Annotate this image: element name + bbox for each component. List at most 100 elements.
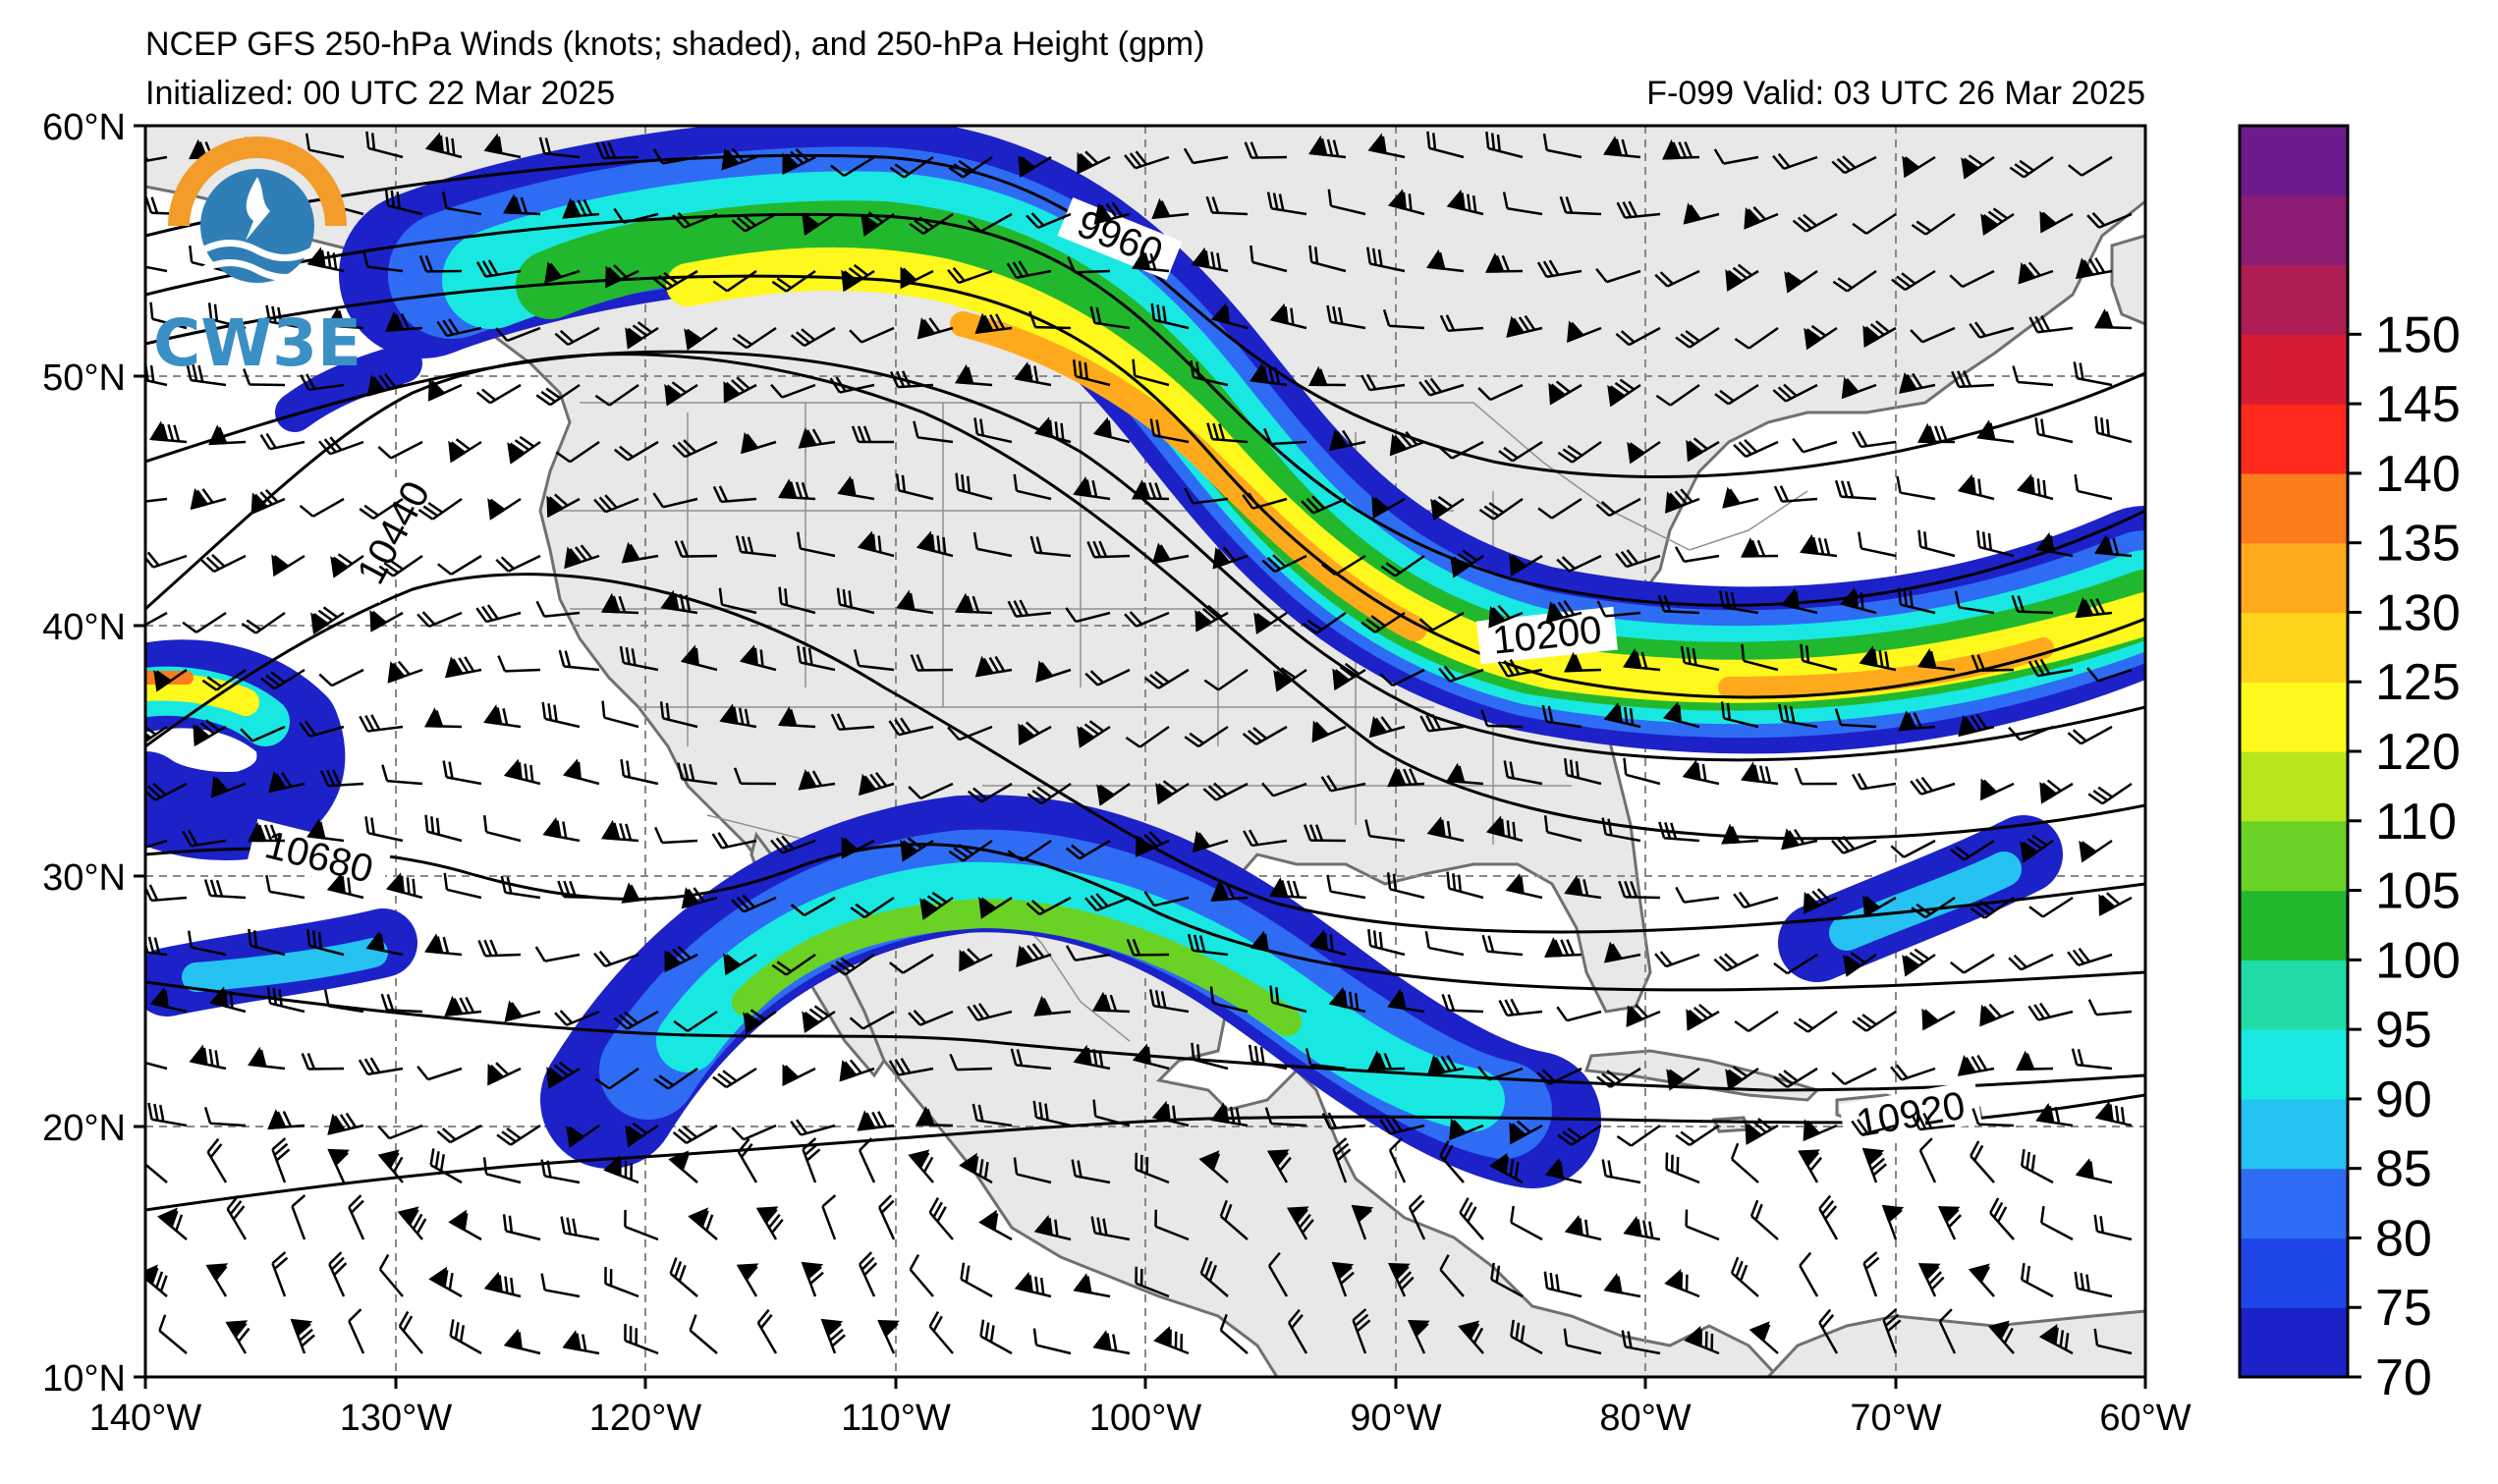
wind-barb [203, 879, 247, 900]
wind-barb [1148, 989, 1190, 1014]
wind-barb [1799, 1251, 1819, 1297]
wind-barb [546, 1061, 581, 1089]
wind-barb [190, 487, 227, 511]
wind-barb [1311, 720, 1347, 743]
wind-barb [541, 701, 581, 729]
wind-barb [888, 1058, 934, 1076]
wind-barb [1073, 476, 1111, 501]
wind-barb [1485, 815, 1524, 843]
wind-barb [2040, 1205, 2074, 1241]
wind-barb [1242, 725, 1288, 745]
wind-barb [1266, 1149, 1292, 1183]
wind-barb [482, 815, 522, 843]
wind-barb [1949, 269, 1995, 289]
wind-barb [1253, 611, 1288, 635]
wind-barb [895, 473, 934, 501]
wind-barb [1028, 310, 1072, 330]
wind-barb [677, 762, 718, 786]
wind-barb [978, 896, 1013, 919]
lat-label-40: 40°N [42, 607, 126, 648]
wind-barb [207, 302, 247, 330]
wind-barb [1249, 245, 1288, 273]
wind-barb [500, 875, 541, 900]
lon-label-90w: 90°W [1350, 1398, 1441, 1439]
wind-barb [1675, 326, 1720, 349]
wind-barb [1029, 535, 1072, 558]
wind-barb [1543, 1271, 1582, 1298]
wind-barb [1287, 1308, 1308, 1354]
wind-barb [949, 1053, 993, 1072]
wind-barb [1328, 986, 1366, 1014]
wind-barb [723, 376, 757, 404]
wind-barb [2027, 1002, 2074, 1021]
wind-barb [2094, 415, 2133, 444]
wind-barb [1065, 607, 1111, 624]
wind-barb [189, 1044, 227, 1071]
wind-barb [1615, 326, 1661, 347]
wind-barb [1730, 1142, 1759, 1183]
wind-barb [1477, 1066, 1524, 1081]
wind-barb [1151, 197, 1190, 220]
wind-barb [672, 439, 718, 459]
wind-barb [1601, 1159, 1641, 1184]
wind-barb [364, 816, 404, 843]
wind-barb [1264, 1107, 1307, 1127]
colorbar-tick-label: 95 [2375, 1002, 2432, 1059]
wind-barb [1092, 1099, 1131, 1127]
wind-barb [1741, 643, 1779, 672]
lon-label-120w: 120°W [589, 1398, 702, 1439]
wind-barb [1194, 604, 1229, 632]
wind-barb [652, 492, 698, 509]
wind-barb [1911, 896, 1956, 919]
lat-label-50: 50°N [42, 357, 126, 399]
wind-barb [1151, 542, 1190, 565]
wind-barb [1509, 554, 1543, 577]
wind-barb [1364, 819, 1406, 843]
wind-barb [1621, 1330, 1661, 1355]
wind-barb [1013, 1157, 1052, 1184]
wind-barb [790, 326, 836, 348]
wind-barb [477, 939, 522, 958]
wind-barb [1954, 590, 1995, 615]
wind-barb [1244, 141, 1288, 159]
wind-barb [896, 589, 934, 615]
wind-barb [1537, 497, 1582, 520]
wind-barb [603, 1155, 639, 1184]
wind-barb [149, 986, 188, 1014]
wind-barb [1541, 704, 1582, 729]
colorbar-tick-label: 70 [2375, 1349, 2432, 1406]
colorbar-tick-label: 90 [2375, 1072, 2432, 1128]
wind-barb [1199, 1256, 1229, 1297]
wind-barb [1497, 659, 1543, 678]
wind-barb [1969, 321, 2015, 339]
wind-barb [1686, 437, 1720, 463]
wind-barb [1559, 195, 1602, 216]
wind-barb [1430, 495, 1465, 522]
wind-barb [482, 1157, 522, 1184]
wind-barb [1601, 817, 1641, 843]
lon-labels: 140°W 130°W 120°W 110°W 100°W 90°W 80°W … [89, 1398, 2192, 1439]
wind-barb [418, 254, 463, 273]
lon-label-130w: 130°W [340, 1398, 453, 1439]
wind-barb [979, 1319, 1013, 1355]
wind-barb [1367, 1050, 1406, 1072]
wind-barb [560, 1216, 600, 1241]
wind-barb [240, 725, 286, 742]
wind-barb [732, 326, 777, 350]
wind-barb [306, 928, 345, 957]
colorbar-tick-label: 120 [2375, 724, 2461, 781]
lat-label-60: 60°N [42, 107, 126, 148]
wind-barb [798, 768, 836, 791]
wind-barb [1976, 529, 2015, 558]
wind-barb [366, 372, 404, 397]
wind-barb [1898, 710, 1936, 732]
wind-barb [613, 440, 659, 462]
wind-barb [271, 1251, 289, 1297]
wind-barb [502, 1214, 541, 1241]
wind-barb [1065, 839, 1111, 860]
wind-barb [555, 440, 600, 464]
colorbar-tick-label: 145 [2375, 376, 2461, 433]
wind-barb [850, 896, 895, 919]
wind-barb [1438, 440, 1484, 460]
wind-barb [593, 950, 639, 968]
